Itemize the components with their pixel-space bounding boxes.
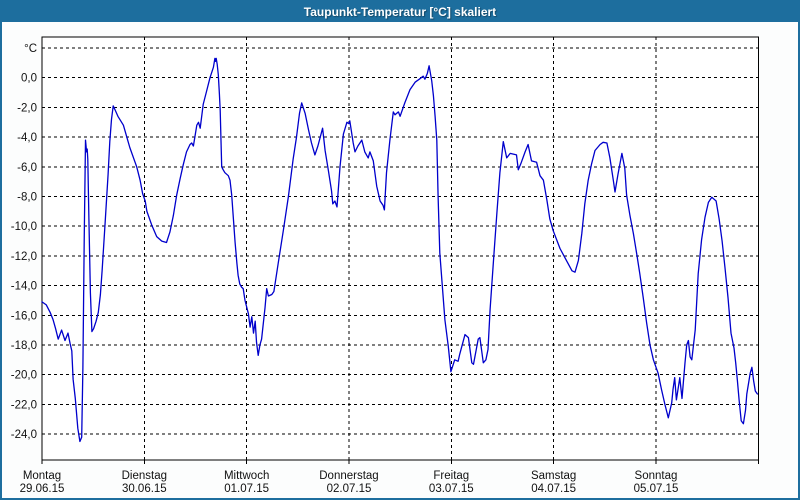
y-tick-label: -24,0 <box>11 429 37 441</box>
date-label: 01.07.15 <box>224 483 269 495</box>
day-label: Montag <box>23 470 61 482</box>
plot-border <box>41 36 759 461</box>
date-label: 29.06.15 <box>20 483 65 495</box>
y-tick-label: -18,0 <box>11 340 37 352</box>
y-tick-label: -22,0 <box>11 399 37 411</box>
y-tick-label: -6,0 <box>17 162 37 174</box>
day-label: Donnerstag <box>319 470 378 482</box>
plot-area <box>42 37 759 460</box>
y-tick-label: -8,0 <box>17 192 37 204</box>
date-label: 04.07.15 <box>531 483 576 495</box>
date-label: 03.07.15 <box>429 483 474 495</box>
day-label: Mittwoch <box>224 470 269 482</box>
y-tick-label: -4,0 <box>17 132 37 144</box>
day-label: Sonntag <box>635 470 678 482</box>
y-tick-label: -20,0 <box>11 370 37 382</box>
y-axis-unit-label: °C <box>24 43 37 55</box>
day-label: Freitag <box>433 470 469 482</box>
y-tick-label: -10,0 <box>11 221 37 233</box>
temperature-line <box>41 57 759 443</box>
date-label: 05.07.15 <box>634 483 679 495</box>
y-tick-label: 0,0 <box>21 73 37 85</box>
dewpoint-chart-canvas: 0,0 -2,0 -4,0 -6,0 -8,0 -10,0 -12,0 -14,0 -16,0 -… <box>2 22 798 498</box>
chart-title: Taupunkt-Temperatur [°C] skaliert <box>2 2 798 22</box>
date-label: 30.06.15 <box>122 483 167 495</box>
y-tick-label: -16,0 <box>11 310 37 322</box>
day-label: Samstag <box>531 470 576 482</box>
y-tick-label: -14,0 <box>11 281 37 293</box>
day-label: Dienstag <box>122 470 167 482</box>
y-tick-label: -12,0 <box>11 251 37 263</box>
date-label: 02.07.15 <box>327 483 372 495</box>
y-tick-label: -2,0 <box>17 102 37 114</box>
